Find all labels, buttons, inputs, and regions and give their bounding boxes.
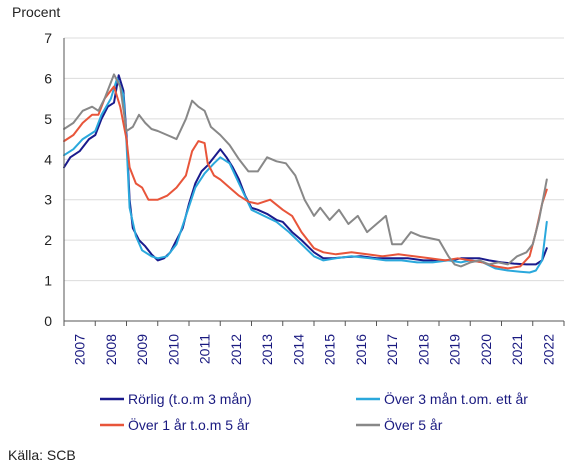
series-line-3 [63,85,548,270]
x-tick-label: 2017 [384,334,400,365]
y-tick-label: 2 [44,232,52,248]
legend-label: Rörlig (t.o.m 3 mån) [128,391,252,407]
y-axis-label: Procent [12,4,60,20]
x-tick-label: 2009 [134,334,150,365]
x-tick-label: 2010 [165,334,181,365]
y-tick-label: 6 [44,70,52,86]
x-tick-label: 2014 [290,334,306,365]
x-tick-label: 2021 [509,334,525,365]
x-tick-label: 2013 [259,334,275,365]
x-tick-label: 2011 [197,334,213,364]
legend-label: Över 5 år [384,416,443,433]
y-tick-label: 5 [44,111,52,127]
series-line-4 [63,73,548,268]
x-tick-label: 2022 [540,334,556,365]
x-tick-label: 2015 [322,334,338,365]
legend-label: Över 3 mån t.om. ett år [384,390,528,407]
series-lines [63,73,548,274]
x-tick-label: 2019 [447,334,463,365]
y-tick-label: 0 [44,313,52,329]
y-tick-label: 3 [44,192,52,208]
legend-label: Över 1 år t.o.m 5 år [128,416,250,433]
x-tick-label: 2008 [103,334,119,365]
y-axis-ticks: 0 1 2 3 4 5 6 7 [44,30,52,329]
x-tick-label: 2012 [228,334,244,365]
x-axis-ticks: 2007 2008 2009 2010 2011 2012 2013 2014 2015 2016… [63,321,565,365]
x-tick-label: 2016 [353,334,369,365]
y-tick-label: 4 [44,151,52,167]
axes [63,38,564,322]
y-tick-label: 7 [44,30,52,46]
source-note: Källa: SCB [8,447,76,463]
x-tick-label: 2020 [478,334,494,365]
y-tick-label: 1 [44,273,52,289]
x-tick-label: 2007 [72,334,88,365]
legend: Rörlig (t.o.m 3 mån) Över 3 mån t.om. ett… [100,390,528,433]
x-tick-label: 2018 [415,334,431,365]
